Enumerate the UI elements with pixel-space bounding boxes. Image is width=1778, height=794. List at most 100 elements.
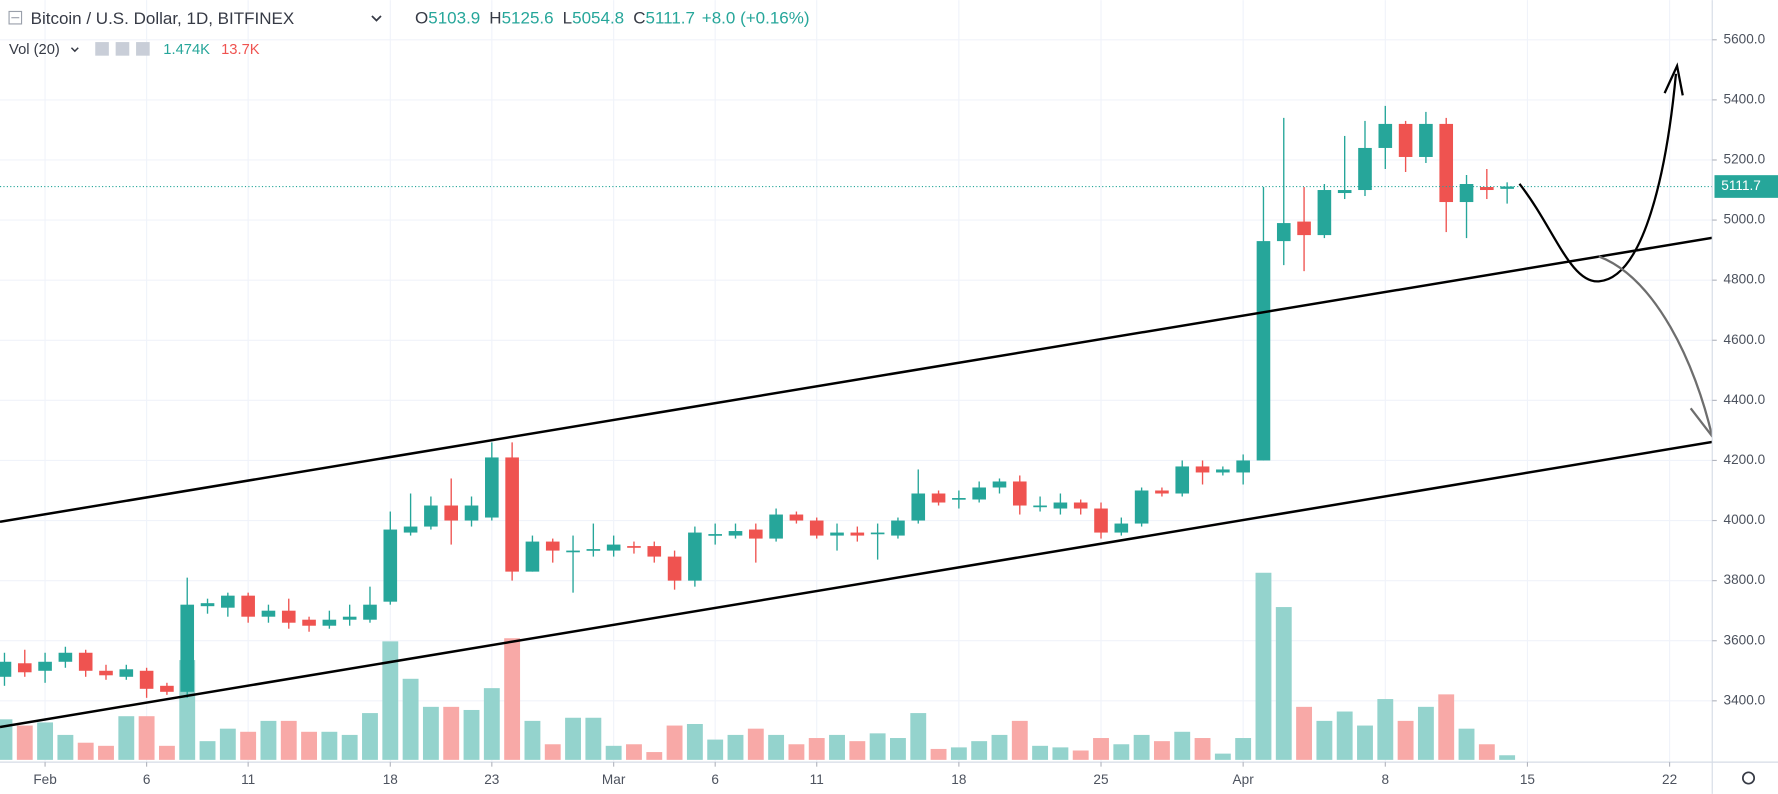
volume-bar — [971, 741, 988, 760]
volume-bar — [1235, 738, 1252, 760]
legend-value: 5054.8 — [572, 9, 624, 28]
x-tick-label: 8 — [1382, 772, 1390, 787]
volume-bar — [1397, 720, 1414, 760]
legend-letter: O — [415, 9, 428, 28]
candle-body — [870, 532, 885, 535]
candle-body — [789, 514, 804, 521]
candle-body — [1134, 490, 1149, 524]
volume-bar — [77, 742, 94, 760]
volume-bar — [788, 744, 805, 760]
candle-body — [160, 685, 174, 692]
volume-bar — [646, 752, 663, 760]
volume-bar — [1336, 711, 1353, 760]
candle-body — [322, 619, 337, 626]
collapse-icon[interactable] — [8, 10, 23, 25]
candle-body — [566, 550, 580, 553]
candle-body — [667, 556, 682, 581]
volume-bar — [1275, 607, 1292, 760]
volume-bar — [483, 688, 500, 760]
x-tick-label: 25 — [1093, 772, 1108, 787]
candle-body — [830, 532, 844, 536]
candle-body — [1175, 466, 1190, 494]
candle-body — [403, 526, 418, 533]
candle-body — [119, 669, 134, 677]
dropdown-icon[interactable] — [70, 47, 79, 53]
candle-body — [424, 505, 438, 527]
candle-body — [586, 549, 601, 551]
volume-bar — [1478, 744, 1495, 760]
candle-body — [78, 652, 93, 671]
volume-bar — [504, 638, 521, 760]
volume-bar — [1316, 720, 1333, 760]
candle-body — [1480, 187, 1494, 191]
candle-body — [58, 652, 73, 662]
volume-bar — [585, 717, 602, 760]
dropdown-icon[interactable] — [371, 15, 382, 22]
candle-body — [1276, 223, 1291, 242]
candle-body — [1358, 147, 1372, 191]
y-tick-label: 4400.0 — [1724, 392, 1766, 407]
candle-body — [1297, 221, 1311, 236]
volume-bar — [1093, 738, 1109, 760]
volume-bar — [57, 734, 74, 760]
price-axis-bg — [1712, 0, 1778, 794]
candle-body — [850, 532, 865, 536]
x-tick-label: 22 — [1662, 772, 1677, 787]
volume-bar — [727, 734, 744, 760]
volume-bar — [138, 716, 155, 760]
symbol-title[interactable]: Bitcoin / U.S. Dollar, 1D, BITFINEX — [31, 9, 295, 28]
candle-body — [972, 487, 986, 500]
y-tick-label: 4800.0 — [1724, 272, 1766, 287]
candle-body — [1459, 184, 1474, 203]
eye-icon[interactable] — [95, 42, 109, 56]
candle-body — [1398, 123, 1413, 157]
candle-body — [0, 661, 12, 677]
candle-body — [180, 604, 195, 692]
candle-body — [525, 541, 540, 572]
volume-bar — [829, 734, 845, 760]
volume-bar — [1052, 747, 1069, 760]
settings-gear[interactable] — [1741, 771, 1756, 785]
candle-body — [1053, 502, 1068, 509]
volume-bar — [321, 731, 338, 760]
candle-body — [545, 541, 560, 551]
candle-body — [1256, 241, 1271, 461]
x-tick-label: 23 — [484, 772, 499, 787]
volume-bar — [1113, 744, 1130, 760]
volume-layer — [0, 572, 1516, 760]
arrow-up — [1518, 73, 1678, 283]
candle-body — [99, 670, 113, 676]
volume-bar — [341, 734, 358, 760]
x-tick-label: 6 — [143, 772, 151, 787]
candle-body — [891, 520, 905, 536]
volume-bar — [98, 745, 114, 760]
candle-body — [139, 670, 154, 689]
volume-bar — [524, 720, 541, 760]
candle-body — [1073, 502, 1088, 509]
axes: 3400.0 3600.0 3800.0 4000.0 4200.0 4400.0 4600… — [33, 31, 1778, 787]
settings-icon[interactable] — [115, 42, 130, 56]
y-tick-label: 3800.0 — [1724, 572, 1766, 587]
volume-bar — [199, 741, 216, 760]
close-icon[interactable] — [136, 42, 150, 56]
volume-bar — [626, 744, 642, 760]
volume-bar — [240, 731, 257, 760]
volume-bar — [1174, 731, 1191, 760]
x-tick-label: 6 — [711, 772, 719, 787]
volume-bar — [1072, 750, 1089, 760]
candle-body — [342, 616, 357, 620]
legend-letter: H — [489, 9, 501, 28]
volume-bar — [950, 747, 967, 760]
trend-line — [0, 429, 1778, 729]
time-axis-bg — [0, 762, 1778, 794]
candle-body — [1236, 460, 1250, 473]
candle-body — [302, 619, 316, 626]
volume-bar — [219, 728, 236, 760]
volume-title[interactable]: Vol (20) — [9, 42, 60, 58]
arrow-down — [1598, 255, 1714, 437]
y-tick-label: 5400.0 — [1724, 91, 1766, 106]
candle-body — [464, 505, 479, 521]
arrow-head — [1663, 62, 1684, 96]
candle-body — [17, 663, 32, 673]
